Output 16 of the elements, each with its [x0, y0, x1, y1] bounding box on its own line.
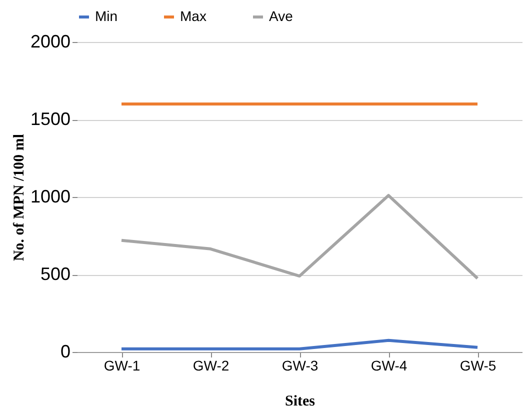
y-tick-label: 0 — [60, 342, 70, 362]
legend-label: Ave — [269, 8, 294, 24]
x-tick-label: GW-4 — [370, 358, 408, 374]
x-axis-title: Sites — [285, 394, 316, 410]
x-tick-label: GW-1 — [104, 358, 140, 374]
x-tick-label: GW-2 — [192, 358, 230, 374]
y-tick-label: 1000 — [30, 186, 70, 206]
y-tick-label: 1500 — [30, 109, 70, 129]
line-series — [120, 194, 479, 280]
x-tick-label: GW-3 — [282, 358, 318, 374]
x-tick-label: GW-5 — [460, 358, 496, 374]
legend-label: Max — [180, 8, 206, 24]
y-tick-label: 500 — [40, 264, 70, 284]
y-axis-title: No. of MPN /100 ml — [11, 134, 28, 262]
y-tick-label: 2000 — [30, 32, 70, 52]
legend-label: Min — [95, 8, 118, 24]
